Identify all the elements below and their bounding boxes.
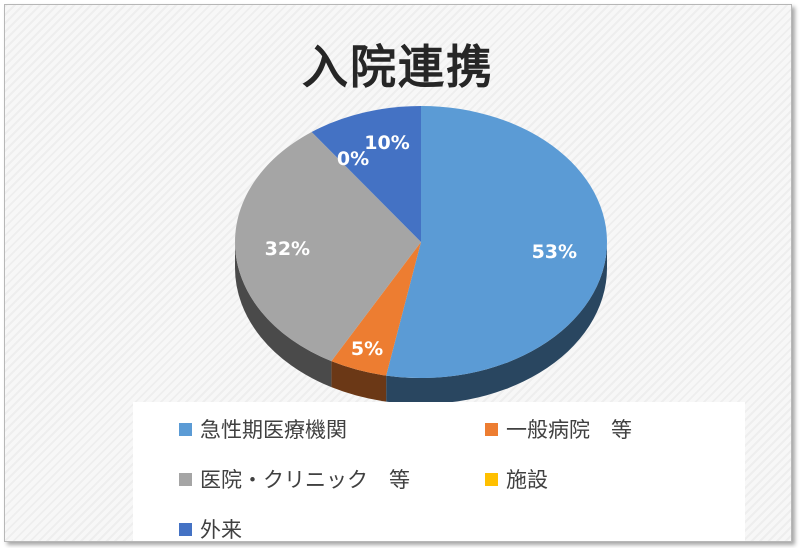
legend-label: 外来	[200, 518, 242, 542]
legend-item-3: 施設	[485, 464, 548, 494]
legend-swatch	[179, 472, 192, 486]
pie-side-0	[386, 242, 607, 404]
data-label-1: 5%	[351, 338, 383, 360]
data-label-2: 32%	[265, 238, 310, 260]
legend-label: 急性期医療機関	[200, 418, 347, 442]
data-label-0: 53%	[532, 241, 577, 263]
pie-slice-1	[331, 242, 421, 376]
data-label-3: 0%	[337, 148, 369, 170]
pie-slice-0	[386, 106, 607, 379]
pie-chart: 53% 5% 32% 0%10%	[234, 106, 607, 404]
pie-slice-2	[234, 131, 421, 362]
legend-item-0: 急性期医療機関	[179, 414, 347, 444]
legend-item-2: 医院・クリニック 等	[179, 464, 410, 494]
legend-label: 施設	[506, 468, 548, 492]
chart-area: 入院連携 53% 5% 32% 0% 10% 急性期医療機関 一般病院 等 医院・クリニ…	[4, 4, 792, 542]
legend-swatch	[179, 422, 192, 436]
pie-slice-4	[311, 106, 421, 242]
data-label-4: 10%	[364, 132, 409, 154]
legend-swatch	[485, 472, 498, 486]
chart-title: 入院連携	[302, 40, 494, 94]
legend-label: 医院・クリニック 等	[200, 468, 410, 492]
legend-swatch	[179, 522, 192, 536]
legend-item-1: 一般病院 等	[485, 414, 632, 444]
legend-swatch	[485, 422, 498, 436]
pie-side-2	[235, 242, 332, 388]
legend-label: 一般病院 等	[506, 418, 632, 442]
legend-item-4: 外来	[179, 514, 242, 542]
pie-side-1	[331, 361, 387, 402]
legend: 急性期医療機関 一般病院 等 医院・クリニック 等 施設 外来	[133, 402, 745, 542]
